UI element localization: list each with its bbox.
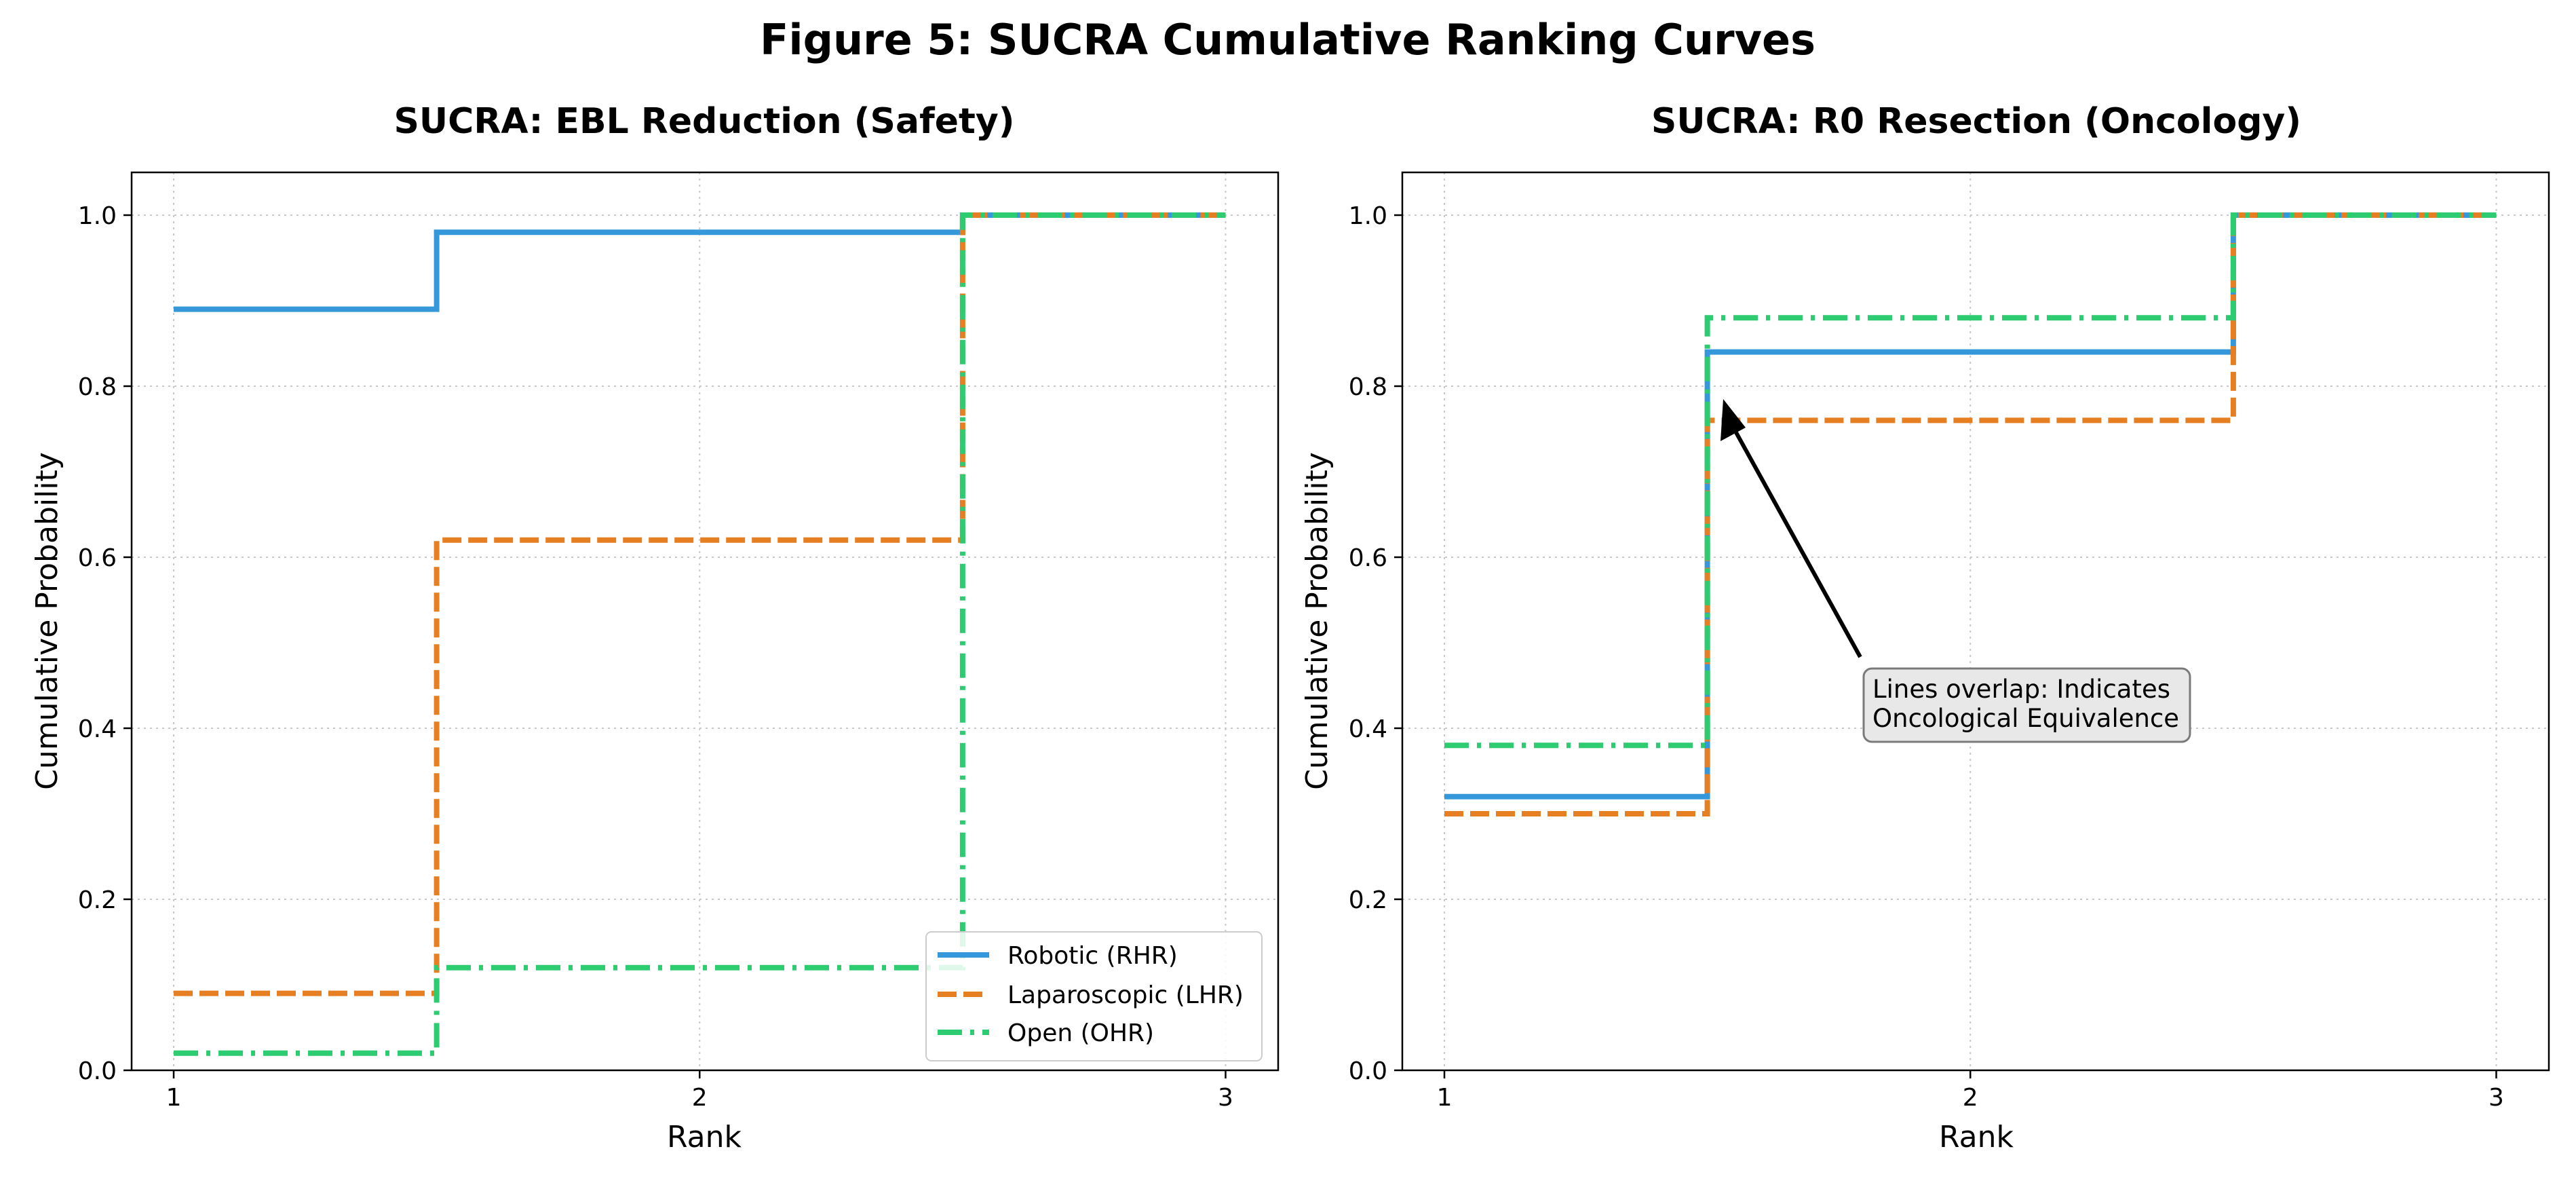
y-tick-label: 0.6 xyxy=(78,544,117,572)
legend-frame xyxy=(925,931,1263,1061)
series-line-open xyxy=(1444,212,2497,749)
chart-panel-ebl-reduction: SUCRA: EBL Reduction (Safety) 1 2 3 0.0 0.2 0… xyxy=(30,101,1280,1154)
y-axis-label: Cumulative Probability xyxy=(1300,452,1334,790)
series-lines xyxy=(174,212,1226,1056)
figure-title: Figure 5: SUCRA Cumulative Ranking Curve… xyxy=(760,15,1815,64)
annotation-line-1: Lines overlap: Indicates xyxy=(1872,675,2170,704)
x-tick-label: 3 xyxy=(2488,1084,2504,1112)
chart-title: SUCRA: R0 Resection (Oncology) xyxy=(1651,101,2301,142)
y-tick-label: 0.0 xyxy=(1349,1057,1387,1085)
y-tick-label: 0.2 xyxy=(78,886,117,914)
y-tick-label: 0.6 xyxy=(1349,544,1387,572)
legend-label-laparoscopic: Laparoscopic (LHR) xyxy=(1007,981,1244,1009)
y-tick-label: 0.8 xyxy=(1349,373,1387,401)
y-tick-label: 0.2 xyxy=(1349,886,1387,914)
legend: Robotic (RHR) Laparoscopic (LHR) Open (O… xyxy=(925,931,1263,1061)
legend-label-robotic: Robotic (RHR) xyxy=(1007,942,1178,970)
y-tick-label: 0.8 xyxy=(78,373,117,401)
x-tick-label: 1 xyxy=(166,1084,182,1112)
plot-frame xyxy=(1401,171,2550,1072)
y-axis-label: Cumulative Probability xyxy=(30,452,64,790)
x-tick-label: 1 xyxy=(1437,1084,1453,1112)
x-tick-label: 3 xyxy=(1218,1084,1233,1112)
axis-ticks: 1 2 3 0.0 0.2 0.4 0.6 0.8 1.0 xyxy=(78,202,1233,1112)
annotation-arrowhead xyxy=(1720,399,1746,441)
y-tick-label: 0.4 xyxy=(1349,715,1387,743)
series-line-open xyxy=(174,212,1226,1056)
x-tick-label: 2 xyxy=(1963,1084,1978,1112)
y-tick-label: 0.0 xyxy=(78,1057,117,1085)
annotation-arrow-shaft xyxy=(1731,426,1862,658)
grid-lines xyxy=(1402,172,2549,1071)
x-axis-label: Rank xyxy=(1939,1120,2014,1154)
y-tick-label: 0.4 xyxy=(78,715,117,743)
series-lines xyxy=(1444,212,2497,816)
y-tick-label: 1.0 xyxy=(78,202,117,230)
annotation: Lines overlap: Indicates Oncological Equ… xyxy=(1720,399,2191,743)
y-tick-label: 1.0 xyxy=(1349,202,1387,230)
chart-title: SUCRA: EBL Reduction (Safety) xyxy=(393,101,1014,142)
chart-panel-r0-resection: SUCRA: R0 Resection (Oncology) 1 2 3 0.0 0.2… xyxy=(1300,101,2550,1154)
annotation-box xyxy=(1862,667,2191,743)
x-axis-label: Rank xyxy=(667,1120,742,1154)
axis-ticks: 1 2 3 0.0 0.2 0.4 0.6 0.8 1.0 xyxy=(1349,202,2504,1112)
x-tick-label: 2 xyxy=(692,1084,708,1112)
annotation-line-2: Oncological Equivalence xyxy=(1872,704,2179,733)
plot-frame xyxy=(130,171,1280,1072)
legend-label-open: Open (OHR) xyxy=(1007,1019,1154,1047)
